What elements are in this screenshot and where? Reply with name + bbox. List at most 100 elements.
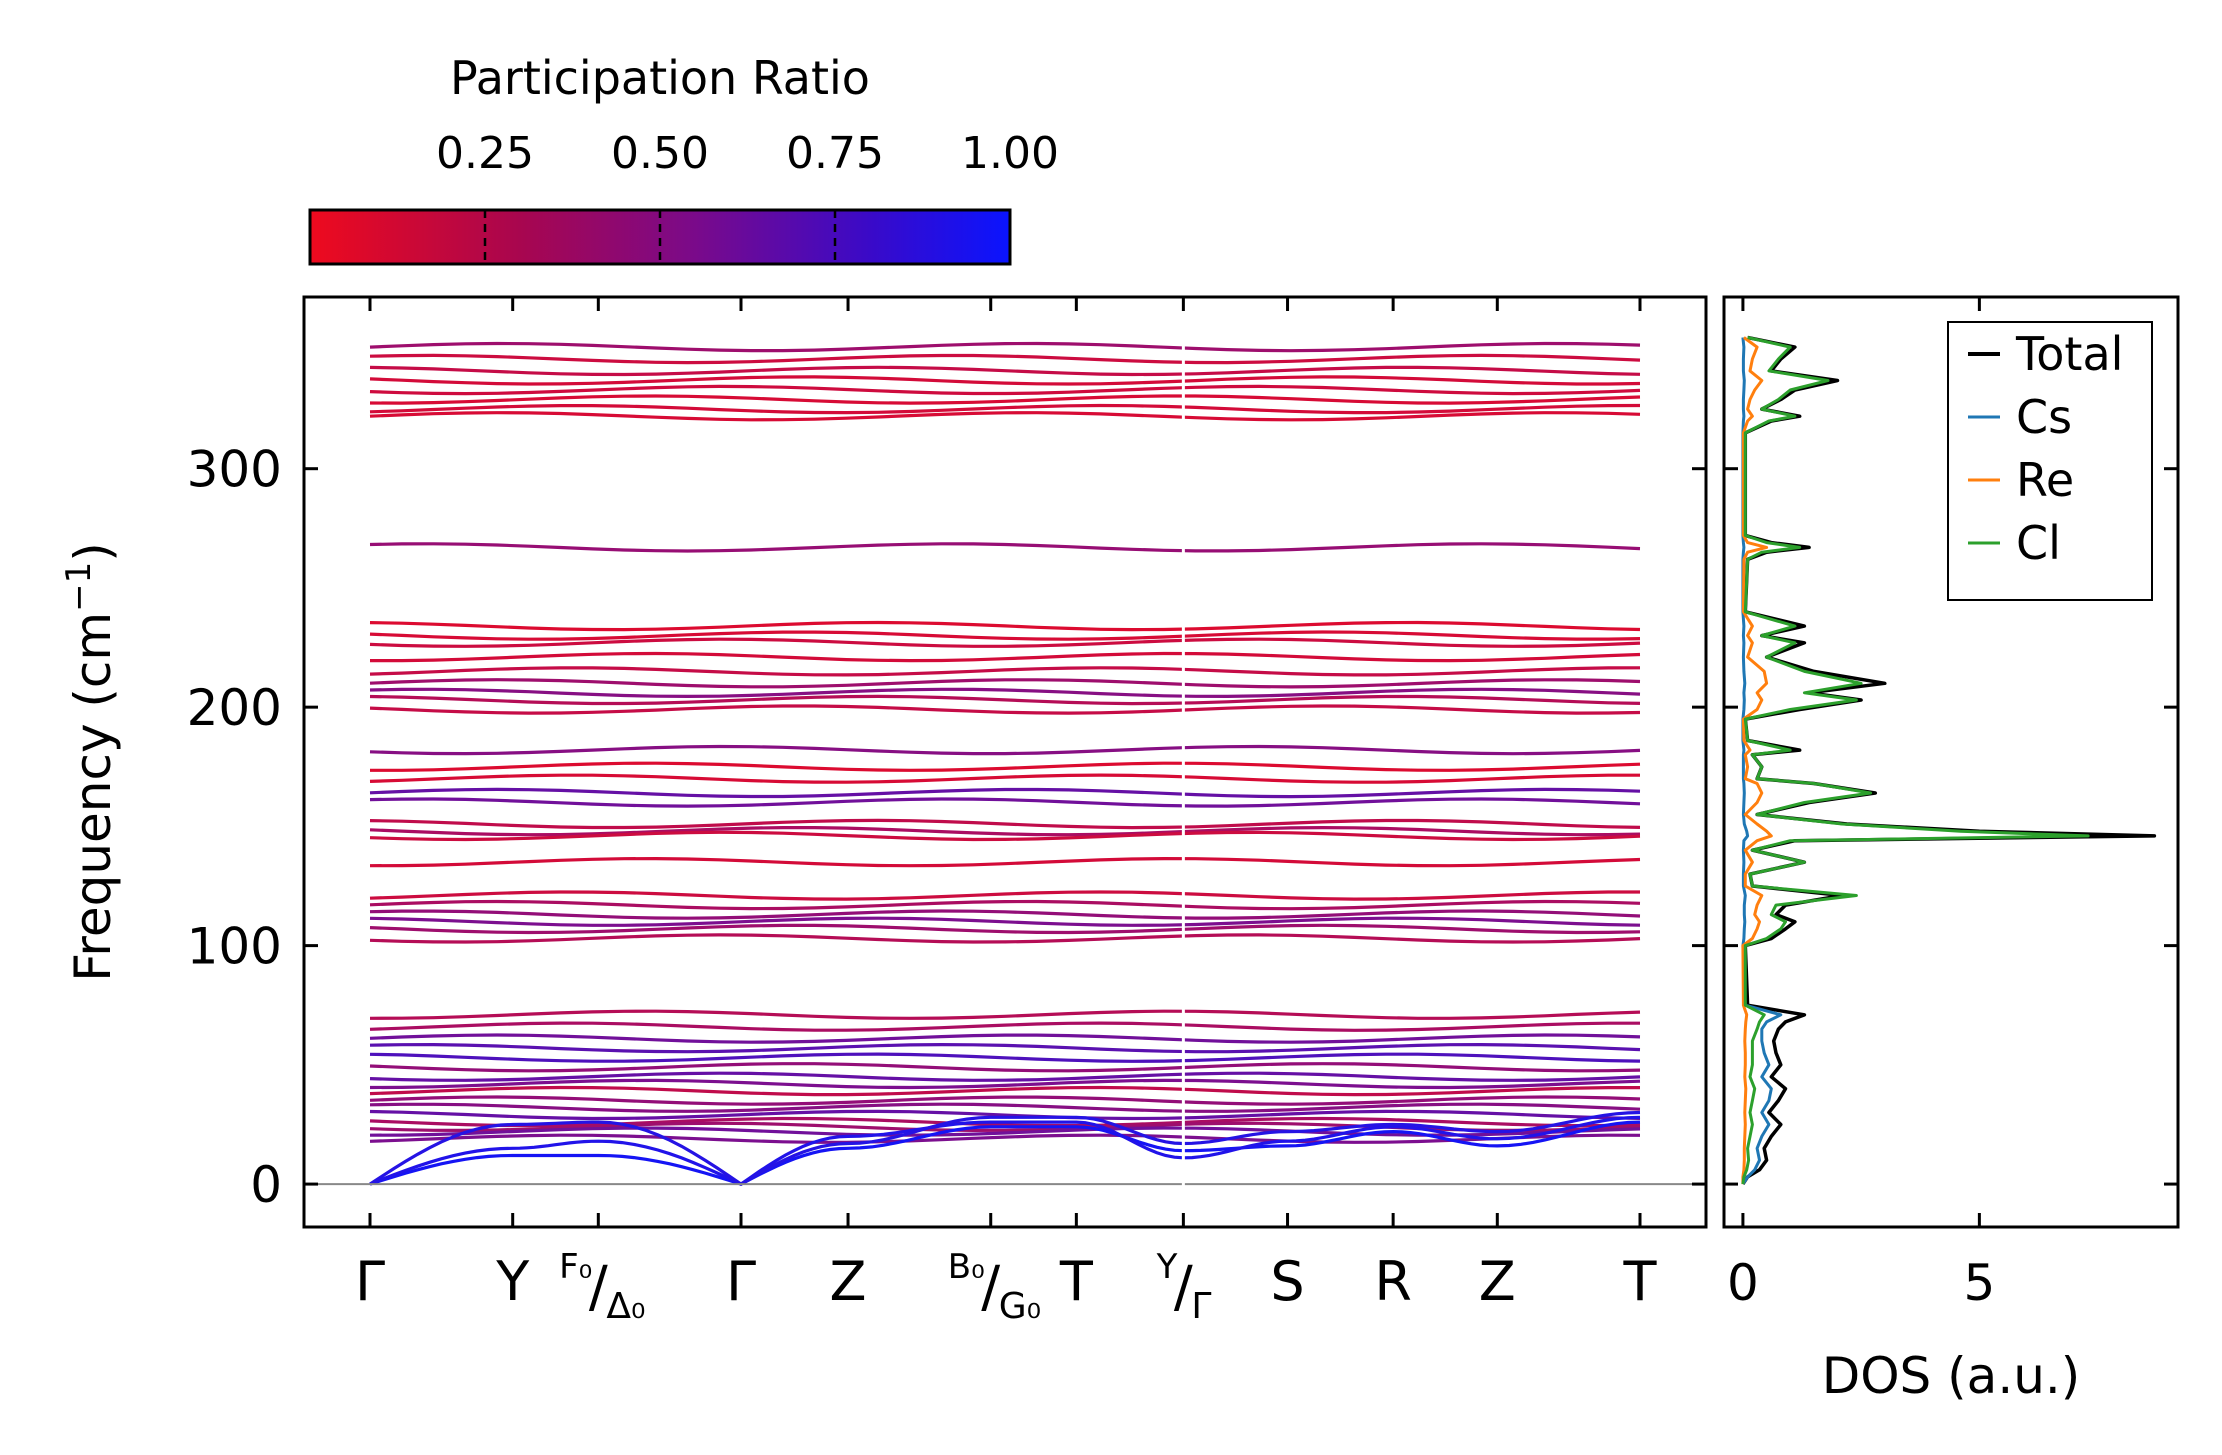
legend-frame xyxy=(1947,321,2153,601)
acoustic-band xyxy=(369,1115,1641,1186)
phonon-band xyxy=(369,856,1641,868)
phonon-band xyxy=(369,797,1641,808)
phonon-band xyxy=(370,761,1641,772)
phonon-band xyxy=(369,830,1641,842)
phonon-band xyxy=(369,630,1641,641)
dos-legend: Total Cs Re Cl xyxy=(1947,321,2153,601)
k-point-label: T xyxy=(1059,1250,1094,1313)
phonon-band xyxy=(369,1042,1641,1054)
phonon-band xyxy=(369,394,1641,405)
phonon-band xyxy=(369,375,1641,386)
band-lines xyxy=(304,297,1706,1227)
colorbar-ticks: 0.25 0.50 0.75 1.00 xyxy=(436,128,1059,264)
k-point-label-slash: / xyxy=(981,1255,1000,1320)
y-axis-label: Frequency (cm−1) xyxy=(59,542,122,982)
k-point-label: Y xyxy=(495,1250,530,1313)
phonon-band xyxy=(369,890,1640,901)
phonon-band xyxy=(369,694,1641,706)
phonon-band xyxy=(369,678,1641,689)
k-point-label-slash: / xyxy=(589,1255,608,1320)
dos-plot-frame xyxy=(1722,295,2180,1229)
phonon-band xyxy=(369,1109,1641,1121)
k-point-label: S xyxy=(1270,1250,1304,1313)
phonon-band xyxy=(369,411,1641,422)
acoustic-band xyxy=(369,1110,1641,1186)
dos-lines xyxy=(1741,335,2157,1186)
legend-label-total: Total xyxy=(2015,327,2123,381)
k-point-label-sup: B₀ xyxy=(948,1247,985,1287)
phonon-band xyxy=(369,744,1641,756)
phonon-band xyxy=(369,1009,1641,1020)
x-axis-label-dos: DOS (a.u.) xyxy=(1822,1347,2081,1405)
phonon-band xyxy=(369,542,1641,553)
k-point-label-sub: Γ xyxy=(1191,1286,1211,1327)
phonon-band xyxy=(369,1078,1641,1090)
phonon-band xyxy=(369,403,1641,415)
dos-x-tick-label: 0 xyxy=(1727,1254,1759,1312)
phonon-band xyxy=(369,916,1641,927)
y-tick-label: 0 xyxy=(250,1156,282,1214)
y-tick-label: 200 xyxy=(187,679,282,737)
phonon-band xyxy=(369,909,1641,920)
dos-line-re xyxy=(1741,336,1773,1185)
k-point-label-sub: G₀ xyxy=(999,1286,1041,1327)
phonon-band xyxy=(369,1085,1640,1097)
phonon-band xyxy=(369,1071,1641,1082)
phonon-band xyxy=(369,353,1641,365)
legend-label-cl: Cl xyxy=(2016,516,2061,570)
legend-label-re: Re xyxy=(2016,453,2074,507)
phonon-band xyxy=(369,620,1641,632)
acoustic-band xyxy=(369,1120,1641,1186)
phonon-band xyxy=(369,923,1641,935)
phonon-band xyxy=(369,1062,1641,1073)
phonon-band xyxy=(369,1095,1641,1106)
colorbar: Participation Ratio 0.25 0.50 0.75 1.00 xyxy=(308,51,1059,266)
k-point-label-sup: Y xyxy=(1156,1247,1178,1287)
legend-label-cs: Cs xyxy=(2016,390,2072,444)
phonon-band xyxy=(369,1052,1641,1063)
phonon-band xyxy=(369,666,1641,677)
k-point-label-slash: / xyxy=(1174,1255,1193,1320)
k-point-label: Z xyxy=(1479,1250,1516,1313)
phonon-band xyxy=(369,704,1641,715)
k-point-label: R xyxy=(1374,1250,1412,1313)
phonon-band xyxy=(369,773,1640,784)
colorbar-tick-label: 1.00 xyxy=(961,128,1059,179)
k-point-label-sub: Δ₀ xyxy=(606,1286,645,1327)
colorbar-tick-label: 0.50 xyxy=(611,128,709,179)
phonon-band xyxy=(369,933,1641,944)
phonon-band xyxy=(369,787,1641,799)
phonon-band xyxy=(369,818,1641,830)
band-plot-frame xyxy=(302,295,1708,1229)
dos-line-cs xyxy=(1741,337,1783,1185)
dos-x-tick-label: 5 xyxy=(1963,1254,1995,1312)
colorbar-tick-label: 0.75 xyxy=(786,128,884,179)
k-point-label: Γ xyxy=(355,1250,385,1313)
phonon-band xyxy=(369,1133,1641,1144)
dos-line-cl xyxy=(1741,336,2090,1185)
phonon-band xyxy=(369,899,1641,911)
colorbar-tick-label: 0.25 xyxy=(436,128,534,179)
phonon-band xyxy=(370,651,1641,663)
y-tick-label: 100 xyxy=(187,918,282,976)
phonon-band xyxy=(369,637,1641,648)
phonon-band xyxy=(369,1116,1641,1128)
k-point-label: Z xyxy=(830,1250,867,1313)
phonon-band xyxy=(369,1033,1641,1044)
k-point-label-sup: F₀ xyxy=(559,1247,592,1287)
k-point-label: T xyxy=(1623,1250,1658,1313)
phonon-band xyxy=(369,384,1641,396)
colorbar-title: Participation Ratio xyxy=(450,51,870,105)
k-point-label: Γ xyxy=(726,1250,756,1313)
phonon-band xyxy=(369,365,1641,377)
phonon-band xyxy=(369,825,1641,837)
y-tick-label: 300 xyxy=(187,441,282,499)
phonon-band xyxy=(369,341,1641,353)
phonon-band xyxy=(369,1102,1641,1113)
phonon-band xyxy=(369,687,1641,699)
